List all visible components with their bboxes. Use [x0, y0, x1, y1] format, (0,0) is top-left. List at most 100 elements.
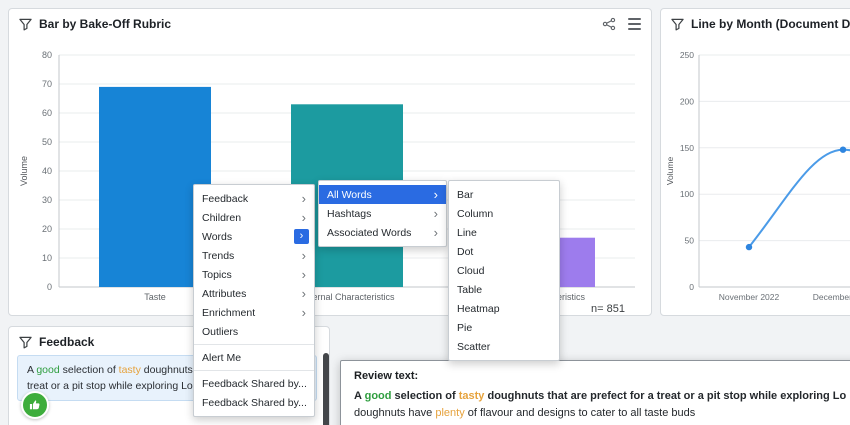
- widget-header: Line by Month (Document Date): [661, 9, 850, 33]
- widget-title: Feedback: [39, 335, 95, 349]
- submenu-chevron-icon: ›: [301, 248, 306, 263]
- chart-type-item-table[interactable]: Table: [449, 280, 559, 299]
- y-tick-label: 80: [42, 50, 52, 60]
- submenu-item-hashtags[interactable]: Hashtags ›: [319, 204, 446, 223]
- sentiment-positive-badge[interactable]: [21, 391, 49, 419]
- submenu-chevron-icon: ›: [301, 286, 306, 301]
- menu-item-feedback-shared-by[interactable]: Feedback Shared by...: [194, 374, 314, 393]
- x-axis-label: November 2022: [719, 292, 780, 302]
- menu-divider: [194, 344, 314, 345]
- text-segment: A: [354, 390, 365, 402]
- menu-item-label: Alert Me: [202, 351, 242, 364]
- menu-item-label: Children: [202, 211, 242, 224]
- x-axis-label: External Characteristics: [299, 292, 395, 302]
- x-axis-label: December 2022: [813, 292, 850, 302]
- menu-item-label: Attributes: [202, 287, 247, 300]
- x-axis-label: Taste: [144, 292, 166, 302]
- menu-item-label: Feedback Shared by...: [202, 396, 306, 409]
- text-segment: selection of: [59, 364, 119, 376]
- text-segment: tasty: [458, 390, 485, 402]
- feedback-scrollbar[interactable]: [323, 353, 329, 425]
- line-point-november-2022[interactable]: [745, 243, 753, 251]
- submenu-chevron-icon: ›: [301, 191, 306, 206]
- menu-item-label: Hashtags: [327, 207, 372, 220]
- thumbs-up-icon: [29, 400, 40, 410]
- review-text-popup: Review text: A good selection of tasty d…: [340, 360, 850, 425]
- submenu-chevron-icon: ›: [433, 206, 438, 221]
- y-tick-label: 250: [680, 50, 694, 60]
- menu-item-label: Words: [202, 230, 233, 243]
- line-point-december-2022[interactable]: [839, 146, 847, 153]
- menu-item-label: All Words: [327, 188, 372, 201]
- text-segment: doughnuts that are prefect for a treat o…: [484, 390, 846, 402]
- sample-size-label: n= 851: [591, 303, 625, 315]
- menu-item-label: Bar: [457, 188, 474, 201]
- review-heading: Review text:: [354, 370, 419, 382]
- submenu-chevron-icon: ›: [301, 210, 306, 225]
- submenu-chevron-icon: ›: [433, 187, 438, 202]
- y-tick-label: 50: [42, 137, 52, 147]
- review-line: doughnuts have plenty of flavour and des…: [354, 405, 846, 422]
- widget-header: Bar by Bake-Off Rubric: [9, 9, 651, 33]
- y-tick-label: 20: [42, 224, 52, 234]
- text-segment: good: [364, 390, 392, 402]
- menu-item-alert-me[interactable]: Alert Me: [194, 348, 314, 367]
- y-tick-label: 60: [42, 108, 52, 118]
- y-tick-label: 0: [689, 282, 694, 292]
- y-tick-label: 30: [42, 195, 52, 205]
- filter-icon[interactable]: [19, 18, 32, 31]
- menu-item-outliers[interactable]: Outliers: [194, 322, 314, 341]
- chart-type-item-scatter[interactable]: Scatter: [449, 337, 559, 356]
- y-axis-title: Volume: [19, 156, 29, 186]
- y-tick-label: 200: [680, 96, 694, 106]
- chart-type-item-pie[interactable]: Pie: [449, 318, 559, 337]
- context-menu-level2: All Words › Hashtags › Associated Words ›: [318, 180, 447, 247]
- filter-icon[interactable]: [671, 18, 684, 31]
- chart-type-item-dot[interactable]: Dot: [449, 242, 559, 261]
- chart-type-item-bar[interactable]: Bar: [449, 185, 559, 204]
- menu-item-label: Outliers: [202, 325, 239, 338]
- chart-type-item-column[interactable]: Column: [449, 204, 559, 223]
- chart-type-item-line[interactable]: Line: [449, 223, 559, 242]
- menu-divider: [194, 370, 314, 371]
- menu-item-label: Cloud: [457, 264, 485, 277]
- y-tick-label: 10: [42, 253, 52, 263]
- menu-item-enrichment[interactable]: Enrichment ›: [194, 303, 314, 322]
- y-tick-label: 150: [680, 143, 694, 153]
- menu-item-label: Enrichment: [202, 306, 256, 319]
- menu-item-label: Scatter: [457, 340, 491, 353]
- widget-menu-icon[interactable]: [628, 18, 641, 30]
- menu-item-label: Column: [457, 207, 494, 220]
- y-tick-label: 50: [685, 236, 695, 246]
- context-menu-level1: Feedback › Children › Words › Trends › Topics › At…: [193, 184, 315, 417]
- menu-item-trends[interactable]: Trends ›: [194, 246, 314, 265]
- bar-taste[interactable]: [99, 86, 211, 288]
- chart-type-item-heatmap[interactable]: Heatmap: [449, 299, 559, 318]
- menu-item-label: Table: [457, 283, 483, 296]
- y-tick-label: 70: [42, 79, 52, 89]
- menu-item-feedback[interactable]: Feedback ›: [194, 189, 314, 208]
- submenu-item-all-words[interactable]: All Words ›: [319, 185, 446, 204]
- menu-item-feedback-shared-by[interactable]: Feedback Shared by...: [194, 393, 314, 412]
- menu-item-label: Feedback Shared by...: [202, 377, 306, 390]
- submenu-item-associated-words[interactable]: Associated Words ›: [319, 223, 446, 242]
- widget-title: Bar by Bake-Off Rubric: [39, 17, 172, 31]
- widget-header: Feedback: [9, 327, 329, 351]
- text-segment: doughnuts have: [354, 406, 436, 419]
- widget-title: Line by Month (Document Date): [691, 17, 850, 31]
- chart-type-item-cloud[interactable]: Cloud: [449, 261, 559, 280]
- text-segment: plenty: [435, 406, 465, 419]
- menu-item-attributes[interactable]: Attributes ›: [194, 284, 314, 303]
- filter-icon[interactable]: [19, 336, 32, 349]
- share-icon[interactable]: [602, 17, 616, 31]
- line-series: [748, 148, 850, 249]
- submenu-chevron-icon: ›: [433, 225, 438, 240]
- submenu-chevron-icon: ›: [301, 267, 306, 282]
- submenu-chevron-icon: ›: [294, 229, 309, 244]
- menu-item-children[interactable]: Children ›: [194, 208, 314, 227]
- context-menu-level3: Bar Column Line Dot Cloud Table Heatmap Pie Scat…: [448, 180, 560, 361]
- menu-item-words[interactable]: Words ›: [194, 227, 314, 246]
- text-segment: of flavour and designs to cater to all t…: [464, 406, 696, 419]
- menu-item-topics[interactable]: Topics ›: [194, 265, 314, 284]
